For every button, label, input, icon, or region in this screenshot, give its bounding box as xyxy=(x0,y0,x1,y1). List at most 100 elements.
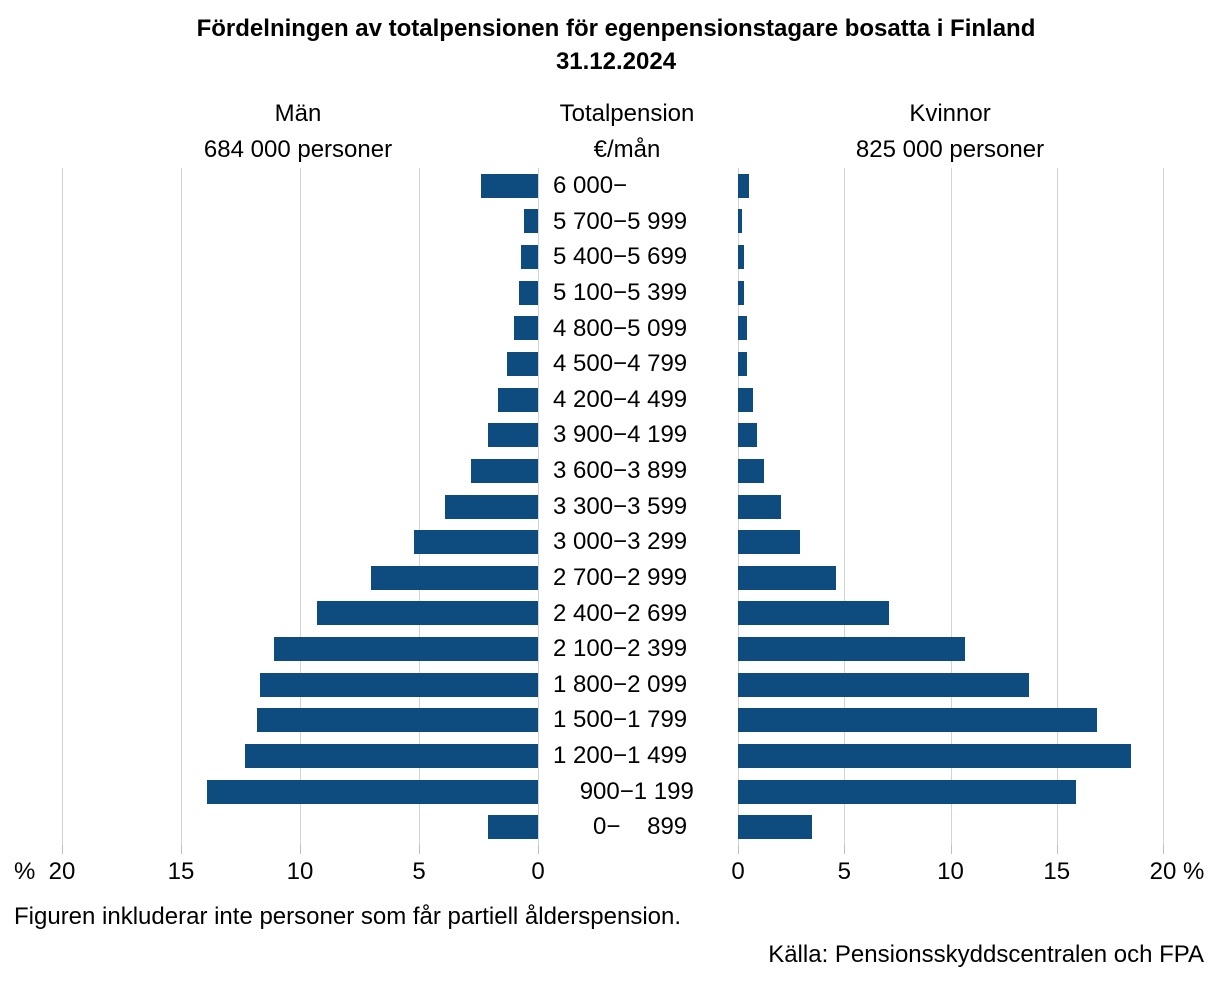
category-label: 1 500−1 799 xyxy=(553,706,688,734)
x-axis-tick-left: 5 xyxy=(412,858,426,885)
men-bar xyxy=(259,672,538,697)
gridline xyxy=(300,168,301,845)
chart-title: Fördelningen av totalpensionen för egenp… xyxy=(0,12,1232,78)
women-bar xyxy=(738,245,745,270)
men-bar xyxy=(507,351,538,376)
percent-symbol-left: % xyxy=(14,858,36,885)
x-axis-tick-left: 15 xyxy=(167,858,195,885)
men-bar xyxy=(523,209,538,234)
x-axis-tick-right: 20 xyxy=(1149,858,1177,885)
tick-mark xyxy=(181,845,182,854)
men-bar xyxy=(257,708,538,733)
tick-mark xyxy=(844,845,846,854)
tick-mark xyxy=(738,845,739,854)
category-label: 2 400−2 699 xyxy=(553,599,688,627)
category-label: 0− 899 xyxy=(553,813,688,841)
center-header-unit: €/mån xyxy=(593,136,661,163)
category-label: 3 600−3 899 xyxy=(553,457,688,485)
x-axis-tick-right: 5 xyxy=(837,858,851,885)
tick-mark xyxy=(1056,845,1058,854)
women-bar xyxy=(738,280,745,305)
category-label: 1 800−2 099 xyxy=(553,670,688,698)
women-bar xyxy=(738,672,1030,697)
men-bar xyxy=(521,245,538,270)
gridline xyxy=(1056,168,1058,845)
women-bar xyxy=(738,708,1098,733)
women-header-label: Kvinnor xyxy=(909,100,991,127)
gridline xyxy=(538,168,539,845)
women-bar xyxy=(738,387,753,412)
category-label: 1 200−1 499 xyxy=(553,742,688,770)
men-bar xyxy=(273,637,538,662)
category-label: 900−1 199 xyxy=(553,777,694,805)
women-panel-header: Kvinnor 825 000 personer xyxy=(800,96,1100,168)
tick-mark xyxy=(1163,845,1164,854)
x-axis-tick-left: 0 xyxy=(531,858,545,885)
chart-footnote: Figuren inkluderar inte personer som får… xyxy=(14,903,682,930)
women-bar xyxy=(738,637,966,662)
women-bar xyxy=(738,351,747,376)
men-bar xyxy=(488,815,538,840)
gridline xyxy=(844,168,846,845)
x-axis-tick-right: 0 xyxy=(731,858,745,885)
women-bar xyxy=(738,601,889,626)
men-bar xyxy=(316,601,538,626)
women-bar xyxy=(738,173,749,198)
women-bar xyxy=(738,530,800,555)
women-bar xyxy=(738,458,764,483)
tick-mark xyxy=(419,845,420,854)
men-bar xyxy=(518,280,538,305)
percent-symbol-right: % xyxy=(1183,858,1205,885)
women-bar xyxy=(738,779,1076,804)
category-label: 3 000−3 299 xyxy=(553,528,688,556)
women-bar xyxy=(738,743,1132,768)
category-label: 4 200−4 499 xyxy=(553,385,688,413)
women-header-count: 825 000 personer xyxy=(855,136,1045,163)
men-header-label: Män xyxy=(274,100,322,127)
tick-mark xyxy=(300,845,301,854)
category-label: 5 700−5 999 xyxy=(553,207,688,235)
men-header-count: 684 000 personer xyxy=(203,136,393,163)
tick-mark xyxy=(950,845,952,854)
women-bar xyxy=(738,316,747,341)
women-bar xyxy=(738,494,781,519)
men-bar xyxy=(471,458,538,483)
gridline xyxy=(1163,168,1164,845)
women-bar xyxy=(738,565,836,590)
men-bar xyxy=(497,387,538,412)
category-label: 5 100−5 399 xyxy=(553,278,688,306)
men-bar xyxy=(414,530,538,555)
category-label: 3 900−4 199 xyxy=(553,421,688,449)
category-label: 4 800−5 099 xyxy=(553,314,688,342)
gridline xyxy=(419,168,420,845)
men-bar xyxy=(207,779,538,804)
category-label: 6 000− xyxy=(553,172,628,199)
chart-title-line1: Fördelningen av totalpensionen för egenp… xyxy=(196,15,1036,42)
men-bar xyxy=(488,423,538,448)
men-bar xyxy=(371,565,538,590)
category-label: 5 400−5 699 xyxy=(553,243,688,271)
gridline xyxy=(62,168,63,845)
gridline xyxy=(950,168,952,845)
men-bar xyxy=(514,316,538,341)
category-label: 4 500−4 799 xyxy=(553,350,688,378)
x-axis-tick-left: 20 xyxy=(48,858,76,885)
men-panel-header: Män 684 000 personer xyxy=(148,96,448,168)
category-label: 2 100−2 399 xyxy=(553,635,688,663)
men-bar xyxy=(445,494,538,519)
gridline xyxy=(181,168,182,845)
x-axis-tick-right: 15 xyxy=(1043,858,1071,885)
chart-title-line2: 31.12.2024 xyxy=(555,48,677,75)
chart-source: Källa: Pensionsskyddscentralen och FPA xyxy=(768,941,1204,968)
tick-mark xyxy=(62,845,63,854)
women-bar xyxy=(738,815,813,840)
x-axis-tick-right: 10 xyxy=(937,858,964,885)
x-axis-tick-left: 10 xyxy=(286,858,314,885)
tick-mark xyxy=(538,845,539,854)
center-panel-header: Totalpension €/mån xyxy=(477,96,777,168)
category-label: 3 300−3 599 xyxy=(553,492,688,520)
men-bar xyxy=(480,173,538,198)
women-bar xyxy=(738,423,758,448)
women-bar xyxy=(738,209,743,234)
